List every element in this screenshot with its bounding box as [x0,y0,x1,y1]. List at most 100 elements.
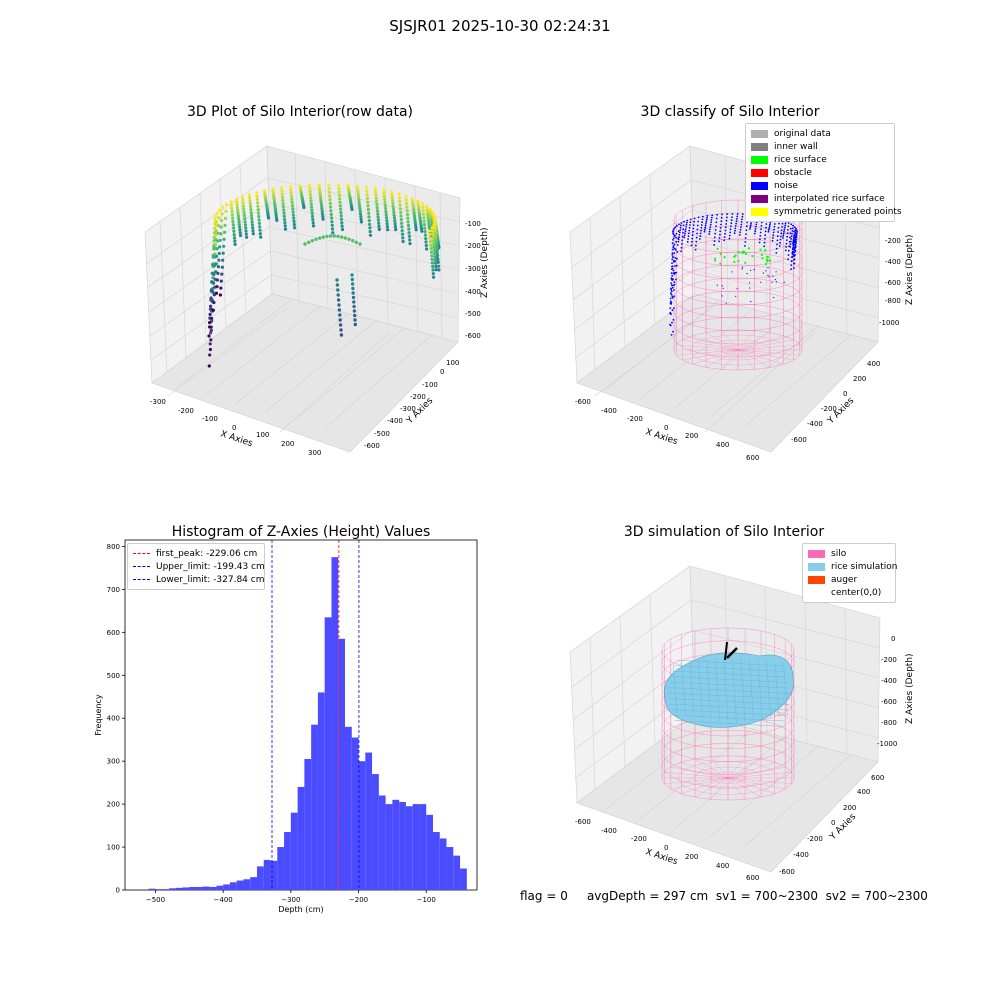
br-plot-3d: -600 -400 -200 0 200 400 600 600 400 200… [569,565,915,880]
tr-noise-point [700,224,703,226]
tr-noise-point [739,231,741,234]
tl-data-point [398,207,402,211]
tl-data-point [309,202,313,206]
tl-data-point [382,188,386,192]
tr-noise-point [771,281,773,283]
tl-data-point [219,279,223,283]
tr-noise-point [718,237,721,239]
tl-data-point [208,353,212,357]
tl-data-point [224,209,228,213]
tl-data-point [281,198,285,203]
tr-noise-point [695,240,698,243]
rice-mesh-line [715,659,720,722]
tl-data-point [385,222,389,226]
hist-bar [223,884,230,890]
rice-mesh-line [774,661,780,717]
tl-data-point [249,211,253,215]
hist-bar [257,866,264,890]
tl-data-point [251,229,255,233]
tl-data-point [215,285,219,289]
tr-noise-point [784,224,787,227]
hist-bar [439,838,447,890]
tl-ztick: -600 [465,332,481,340]
tl-data-point [250,217,254,221]
tl-data-point [432,214,436,218]
tl-data-point [232,226,236,230]
tr-noise-point [765,223,768,225]
br-ztick: -400 [881,677,897,685]
tl-data-point [367,219,371,223]
hist-bar [250,877,257,890]
tr-noise-point [789,243,792,245]
tr-noise-point [734,229,736,232]
rice-mesh-line [749,659,754,722]
legend-label: rice surface [774,154,827,165]
tl-data-point [405,209,409,213]
tr-noise-point [683,234,686,237]
tl-plot-3d: -300 -200 -100 0 100 200 300 100 0 -100 … [144,145,490,457]
legend-entry: Upper_limit: -199.43 cm [133,560,265,573]
tr-noise-point [670,278,673,280]
tl-data-point [368,222,372,226]
tr-xtick: 600 [746,454,759,460]
tr-noise-point [740,223,743,226]
tl-data-point [302,205,306,210]
tr-noise-point [725,219,728,222]
tl-data-point [429,250,434,254]
tl-data-point [374,193,378,197]
rice-mesh-line [668,687,790,694]
tr-noise-point [695,244,697,247]
tl-data-point [208,342,212,346]
tr-noise-point [780,229,783,231]
tl-data-point [283,221,287,225]
tr-noise-point [672,233,675,236]
tr-noise-point [734,227,737,230]
tl-data-point [408,238,412,242]
hist-bar [216,885,224,890]
tl-data-point [320,207,324,211]
tr-noise-point [676,244,679,246]
tr-noise-point [675,236,677,239]
tl-data-point [393,225,397,229]
tl-data-point [368,233,373,237]
rice-mesh-line [666,692,792,700]
tr-floor-pane [576,293,879,453]
tl-data-point [423,230,427,234]
tl-data-point [392,213,396,217]
tr-noise-point [694,248,697,251]
tr-noise-point [790,238,793,240]
tl-data-point [328,198,332,202]
tr-noise-point [718,240,720,243]
tr-noise-point [672,307,675,309]
tl-data-point [433,220,437,224]
tr-noise-point [675,240,677,243]
hist-bar [196,886,203,890]
tr-noise-point [675,271,678,274]
tr-noise-point [786,232,789,235]
tr-noise-point [772,234,775,237]
tl-data-point [243,220,247,224]
tl-data-point [343,236,347,240]
tl-data-point [393,222,397,226]
tr-noise-point [772,231,775,234]
tl-data-point [238,233,243,238]
legend-swatch [751,155,768,164]
tr-noise-point [741,215,744,218]
tr-noise-point [710,216,713,219]
tl-data-point [249,214,254,218]
tl-data-point [220,212,224,216]
tl-data-point [216,271,220,275]
tl-data-point [429,247,433,251]
tr-noise-point [789,232,792,234]
tr-noise-point [692,227,695,230]
tr-noise-point [783,230,785,233]
tl-data-point [367,211,371,215]
tr-noise-point [721,213,723,216]
tr-noise-point [771,239,774,242]
tr-rice-surface-point [745,252,748,255]
legend-label: Upper_limit: -199.43 cm [156,561,265,572]
tl-data-point [373,187,377,191]
tl-data-point [309,196,313,200]
tr-noise-point [702,215,704,218]
tr-noise-point [669,307,672,309]
